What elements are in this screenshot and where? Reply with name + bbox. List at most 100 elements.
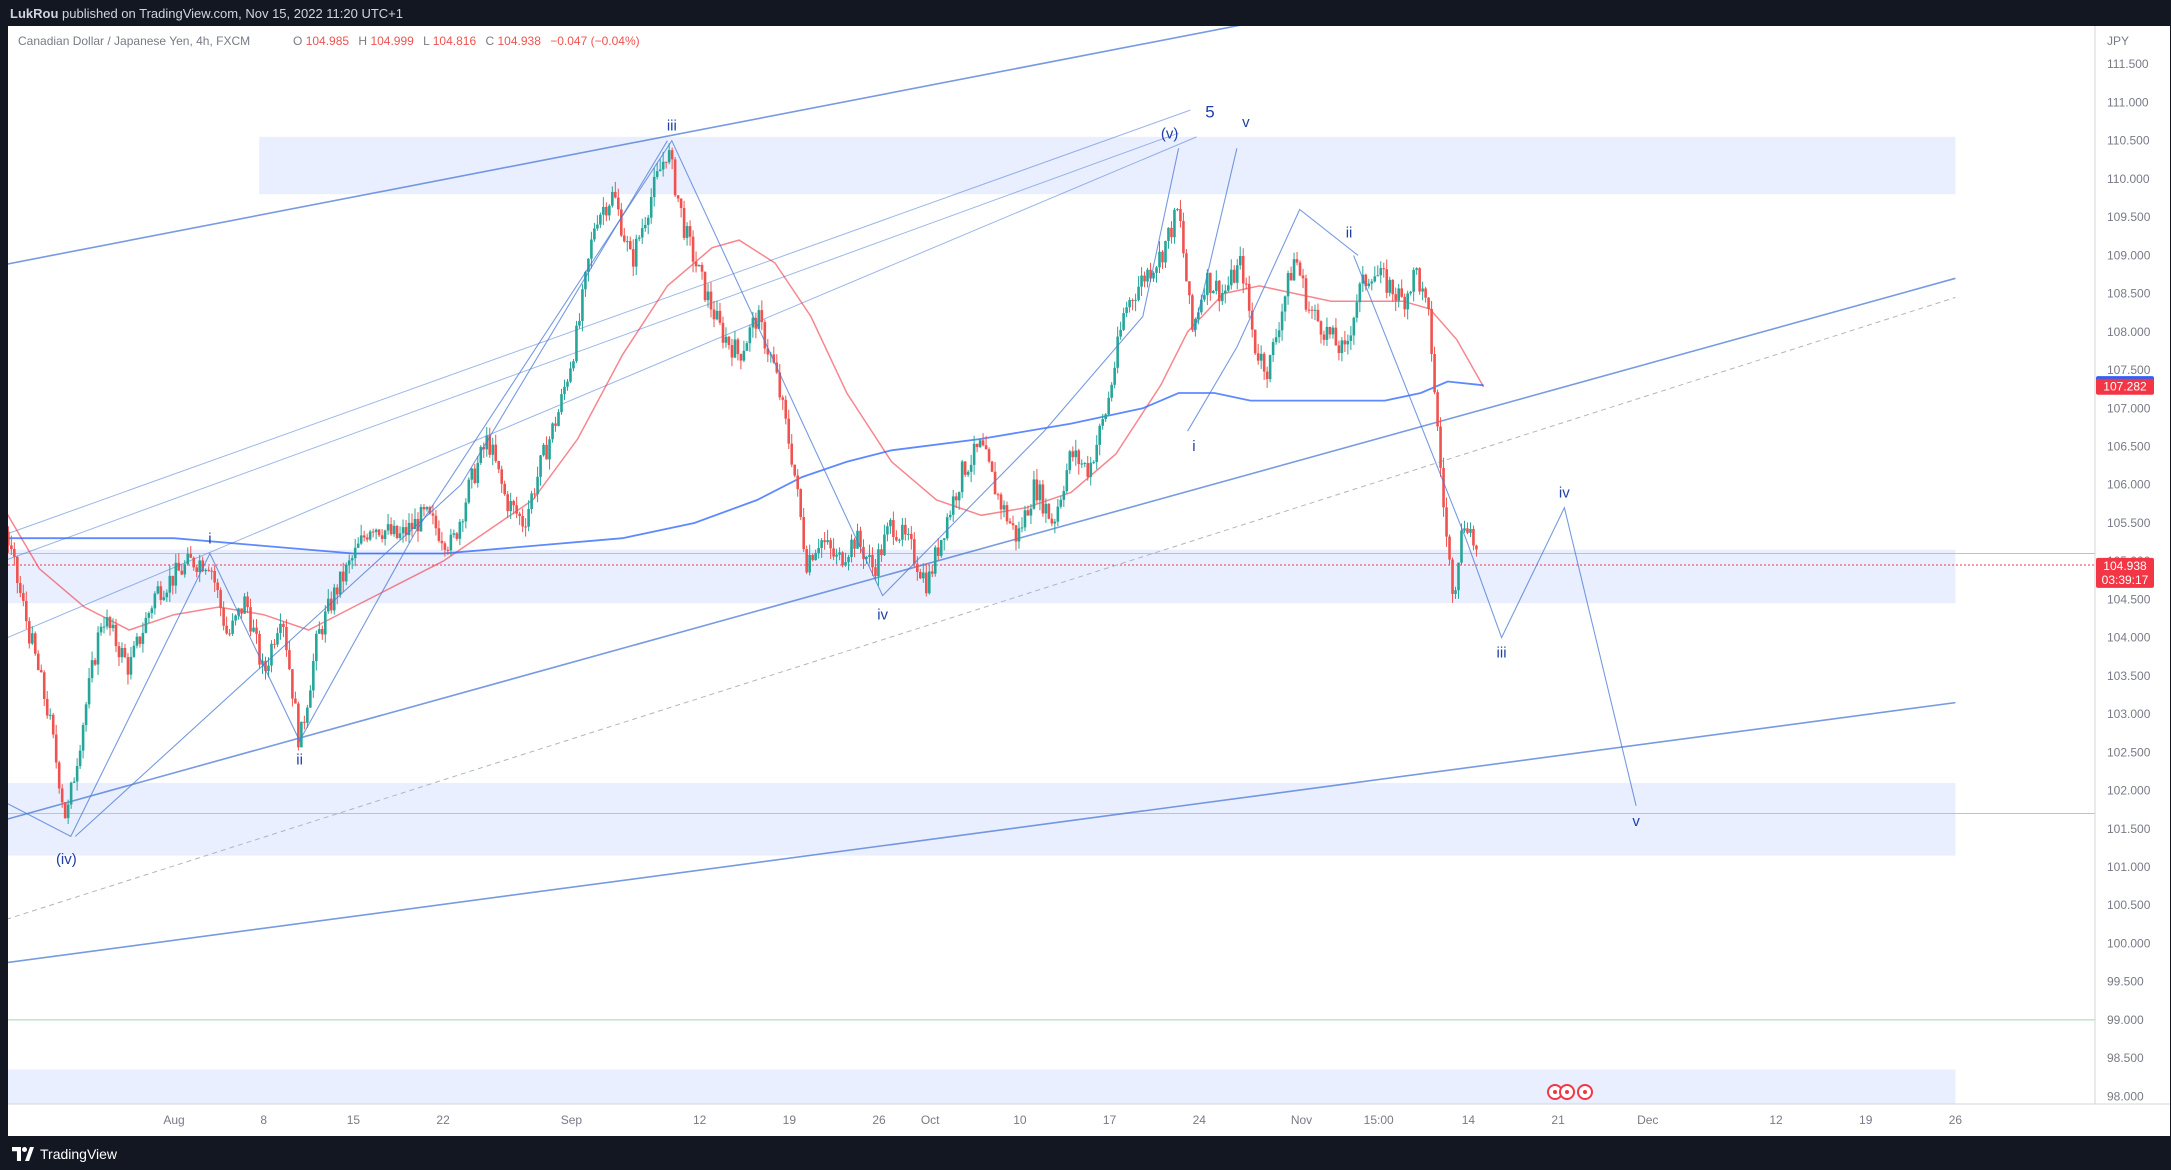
time-axis[interactable]: 25Aug81522Sep121926Oct101724Nov15:001421… (0, 1113, 1962, 1127)
candle-body (634, 238, 638, 267)
candle-body (99, 626, 103, 633)
candle-body (303, 721, 306, 723)
price-tick-label: 100.500 (2107, 898, 2151, 912)
candle-body (652, 176, 656, 198)
price-badge-value: 104.938 (2103, 559, 2147, 573)
tradingview-logo[interactable]: TradingView (12, 1144, 117, 1164)
candle-body (814, 552, 817, 561)
wave-path (1353, 255, 1637, 806)
candle-body (1370, 281, 1374, 284)
candle-body (527, 508, 530, 527)
price-tick-label: 104.500 (2107, 592, 2151, 606)
candle-body (1179, 209, 1182, 222)
candle-body (1277, 330, 1281, 338)
candle-body (679, 198, 683, 208)
candle-body (1241, 256, 1245, 284)
candle-body (482, 446, 486, 450)
candle-body (1427, 297, 1430, 309)
candle-body (703, 271, 707, 301)
time-tick-label: 8 (260, 1113, 267, 1127)
candle-body (1298, 262, 1302, 276)
time-tick-label: 22 (436, 1113, 450, 1127)
candle-body (16, 556, 19, 584)
candle-body (455, 533, 459, 539)
candle-body (1310, 309, 1314, 311)
candle-body (105, 617, 109, 627)
candle-body (84, 704, 88, 726)
candle-body (850, 539, 853, 557)
candle-body (1053, 521, 1057, 524)
candle-body (685, 226, 689, 238)
candle-body (862, 546, 865, 560)
candle-body (1313, 309, 1317, 311)
candle-body (886, 526, 889, 535)
author-name[interactable]: LukRou (10, 6, 59, 21)
candle-body (673, 159, 677, 196)
candle-body (1388, 279, 1392, 293)
price-tick-label: 108.000 (2107, 325, 2151, 339)
time-tick-label: 19 (783, 1113, 797, 1127)
time-tick-label: 17 (1103, 1113, 1117, 1127)
candle-body (1131, 300, 1134, 302)
candle-body (279, 623, 282, 634)
candle-body (987, 449, 991, 462)
candle-body (643, 224, 647, 229)
candle-body (871, 554, 874, 568)
candle-body (210, 570, 213, 572)
candle-body (859, 530, 862, 547)
candle-body (781, 397, 785, 400)
candle-body (796, 475, 800, 490)
candle-body (805, 549, 808, 573)
candle-body (1032, 479, 1036, 509)
candle-body (267, 665, 270, 672)
wave-label: 5 (1205, 103, 1214, 122)
price-tick-label: 100.000 (2107, 936, 2151, 950)
wave-label: (v) (1161, 125, 1179, 142)
sma-red-line (8, 239, 1485, 631)
candle-body (467, 479, 471, 503)
candle-body (81, 725, 85, 751)
event-icons[interactable] (1547, 1084, 1593, 1100)
channel-line (8, 701, 1956, 964)
candle-body (1424, 288, 1427, 298)
candle-body (347, 560, 351, 565)
candle-body (823, 540, 826, 543)
candle-body (1116, 336, 1119, 368)
candle-body (282, 623, 285, 627)
candle-body (72, 781, 76, 783)
candle-body (359, 535, 363, 544)
candle-body (452, 533, 456, 535)
candle-body (883, 534, 886, 556)
price-tick-label: 98.500 (2107, 1051, 2144, 1065)
candle-body (168, 575, 172, 593)
candle-body (676, 195, 680, 199)
candle-body (449, 534, 453, 551)
candle-body (1029, 508, 1033, 516)
wave-label: i (1192, 438, 1195, 455)
candle-body (1259, 353, 1263, 361)
candle-body (880, 549, 883, 556)
candle-body (1119, 329, 1122, 337)
candle-body (951, 496, 955, 515)
wave-path (74, 140, 668, 837)
candle-body (464, 502, 468, 522)
candle-body (102, 626, 106, 628)
price-axis[interactable]: 111.500 111.000 110.500 110.000 109.500 109.0… (2107, 57, 2151, 1103)
candle-body (288, 650, 291, 670)
candle-body (631, 249, 635, 267)
zone-rect (8, 549, 1956, 604)
candle-body (132, 645, 136, 657)
price-tick-label: 110.000 (2107, 172, 2150, 186)
candle-body (114, 624, 118, 647)
candle-body (1418, 268, 1421, 292)
candle-body (877, 549, 880, 577)
candle-body (1074, 450, 1078, 458)
candle-body (24, 600, 28, 622)
candle-body (1182, 221, 1185, 254)
candle-body (1475, 545, 1478, 550)
candle-body (228, 633, 231, 635)
candle-body (39, 670, 43, 673)
candle-body (222, 607, 225, 626)
candle-body (808, 555, 811, 573)
